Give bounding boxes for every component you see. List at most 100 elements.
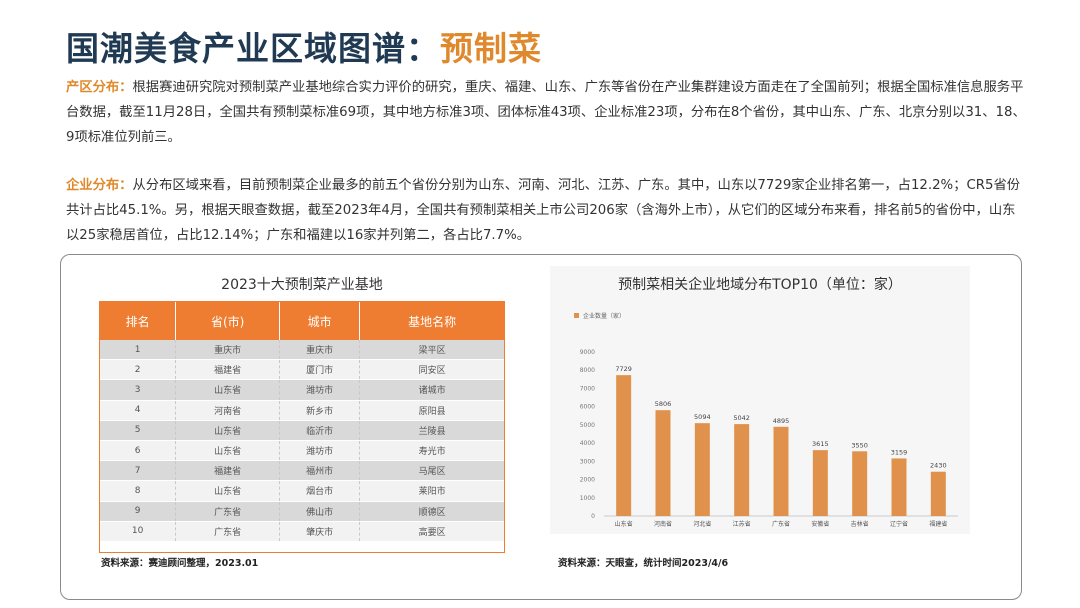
base-name-cell: 高要区 [359, 521, 504, 542]
rank-cell: 5 [100, 420, 177, 441]
base-name-cell: 寿光市 [359, 440, 504, 462]
column-header-rank: 排名 [100, 302, 177, 340]
data-label: 3550 [851, 441, 868, 449]
base-name-cell: 同安区 [359, 359, 504, 381]
column-header-province: 省(市) [175, 302, 281, 340]
chart-source-note: 资料来源：天眼查，统计时间2023/4/6 [558, 558, 729, 569]
table-title: 2023十大预制菜产业基地 [221, 277, 383, 293]
figure-panel [60, 254, 1022, 600]
province-cell: 广东省 [175, 501, 281, 522]
y-tick-label: 5000 [580, 422, 595, 429]
bar [812, 450, 828, 516]
data-label: 4895 [773, 417, 790, 425]
table-row: 1 重庆市 重庆市 梁平区 [100, 340, 504, 361]
city-cell: 佛山市 [279, 501, 361, 522]
base-name-cell: 马尾区 [359, 460, 504, 482]
table-row: 5 山东省 临沂市 兰陵县 [100, 420, 504, 441]
x-tick-label: 安徽省 [811, 520, 829, 528]
x-tick-label: 河北省 [693, 520, 711, 528]
city-cell: 潍坊市 [279, 440, 361, 462]
paragraph-lead: 企业分布： [66, 178, 133, 193]
paragraph-text: 根据赛迪研究院对预制菜产业基地综合实力评价的研究，重庆、福建、山东、广东等省份在… [66, 80, 1026, 145]
y-tick-label: 9000 [580, 349, 595, 356]
base-name-cell: 顺德区 [359, 501, 504, 522]
y-tick-label: 3000 [580, 458, 595, 465]
bar [734, 424, 750, 516]
chart-background [550, 266, 970, 534]
city-cell: 潍坊市 [279, 379, 361, 401]
rank-cell: 10 [100, 521, 177, 542]
rank-cell: 4 [100, 400, 177, 421]
rank-cell: 7 [100, 460, 177, 482]
bar [773, 426, 789, 516]
city-cell: 福州市 [279, 460, 361, 482]
x-tick-label: 福建省 [929, 520, 947, 528]
base-name-cell: 梁平区 [359, 340, 504, 361]
base-name-cell: 兰陵县 [359, 420, 504, 441]
province-cell: 山东省 [175, 420, 281, 441]
data-label: 2430 [930, 462, 947, 470]
city-cell: 新乡市 [279, 400, 361, 421]
table-row: 2 福建省 厦门市 同安区 [100, 359, 504, 381]
province-cell: 重庆市 [175, 340, 281, 361]
data-label: 5094 [694, 413, 711, 421]
y-tick-label: 1000 [580, 495, 595, 502]
column-header-base-name: 基地名称 [359, 302, 504, 340]
rank-cell: 3 [100, 379, 177, 401]
x-tick-label: 吉林省 [851, 520, 869, 528]
y-tick-label: 8000 [580, 367, 595, 374]
province-cell: 山东省 [175, 440, 281, 462]
table-row: 10 广东省 肇庆市 高要区 [100, 521, 504, 542]
city-cell: 肇庆市 [279, 521, 361, 542]
x-tick-label: 河南省 [654, 520, 672, 528]
data-label: 5042 [733, 414, 750, 422]
chart-title: 预制菜相关企业地域分布TOP10（单位：家） [618, 276, 902, 293]
table-row: 3 山东省 潍坊市 诸城市 [100, 379, 504, 401]
table-header-row: 排名 省(市) 城市 基地名称 [100, 302, 504, 340]
bar [852, 451, 868, 516]
city-cell: 重庆市 [279, 340, 361, 361]
province-cell: 福建省 [175, 359, 281, 381]
y-tick-label: 6000 [580, 404, 595, 411]
bar [930, 471, 946, 516]
province-cell: 河南省 [175, 400, 281, 421]
table-row: 9 广东省 佛山市 顺德区 [100, 501, 504, 522]
paragraph-lead: 产区分布： [66, 80, 133, 95]
legend-swatch [574, 313, 579, 318]
province-cell: 福建省 [175, 460, 281, 482]
data-label: 3615 [812, 440, 829, 448]
legend-label: 企业数量（家） [583, 312, 625, 320]
city-cell: 厦门市 [279, 359, 361, 381]
table-row: 7 福建省 福州市 马尾区 [100, 460, 504, 482]
rank-cell: 1 [100, 340, 177, 361]
base-name-cell: 诸城市 [359, 379, 504, 401]
rank-cell: 2 [100, 359, 177, 381]
rank-cell: 6 [100, 440, 177, 462]
column-header-city: 城市 [279, 302, 361, 340]
province-cell: 山东省 [175, 480, 281, 502]
paragraph-text: 从分布区域来看，目前预制菜企业最多的前五个省份分别为山东、河南、河北、江苏、广东… [66, 178, 1021, 243]
bar [655, 410, 671, 516]
enterprise-distribution-bar-chart: 预制菜相关企业地域分布TOP10（单位：家） 企业数量（家） 0 1000 2000 30… [550, 266, 970, 534]
province-cell: 广东省 [175, 521, 281, 542]
city-cell: 临沂市 [279, 420, 361, 441]
table-row: 6 山东省 潍坊市 寿光市 [100, 440, 504, 462]
paragraph-production-regions: 产区分布：根据赛迪研究院对预制菜产业基地综合实力评价的研究，重庆、福建、山东、广… [66, 75, 1026, 150]
table-source-note: 资料来源：赛迪顾问整理，2023.01 [101, 558, 259, 569]
x-tick-label: 山东省 [615, 520, 633, 528]
bar [891, 458, 907, 516]
province-cell: 山东省 [175, 379, 281, 401]
title-main: 国潮美食产业区域图谱： [66, 29, 440, 68]
y-tick-label: 7000 [580, 385, 595, 392]
x-tick-label: 辽宁省 [890, 520, 908, 528]
rank-cell: 9 [100, 501, 177, 522]
page-title: 国潮美食产业区域图谱：预制菜 [66, 22, 542, 70]
base-name-cell: 莱阳市 [359, 480, 504, 502]
rank-cell: 8 [100, 480, 177, 502]
data-label: 3159 [891, 448, 908, 456]
paragraph-enterprise-distribution: 企业分布：从分布区域来看，目前预制菜企业最多的前五个省份分别为山东、河南、河北、… [66, 173, 1026, 248]
y-tick-label: 0 [591, 513, 595, 520]
data-label: 7729 [615, 365, 632, 373]
city-cell: 烟台市 [279, 480, 361, 502]
